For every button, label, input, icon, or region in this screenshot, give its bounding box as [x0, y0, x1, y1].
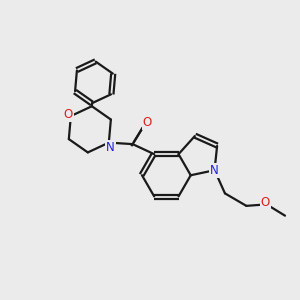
Text: O: O — [64, 108, 73, 121]
Text: N: N — [210, 164, 219, 177]
Text: O: O — [260, 196, 270, 209]
Text: N: N — [106, 141, 115, 154]
Text: O: O — [143, 116, 152, 129]
